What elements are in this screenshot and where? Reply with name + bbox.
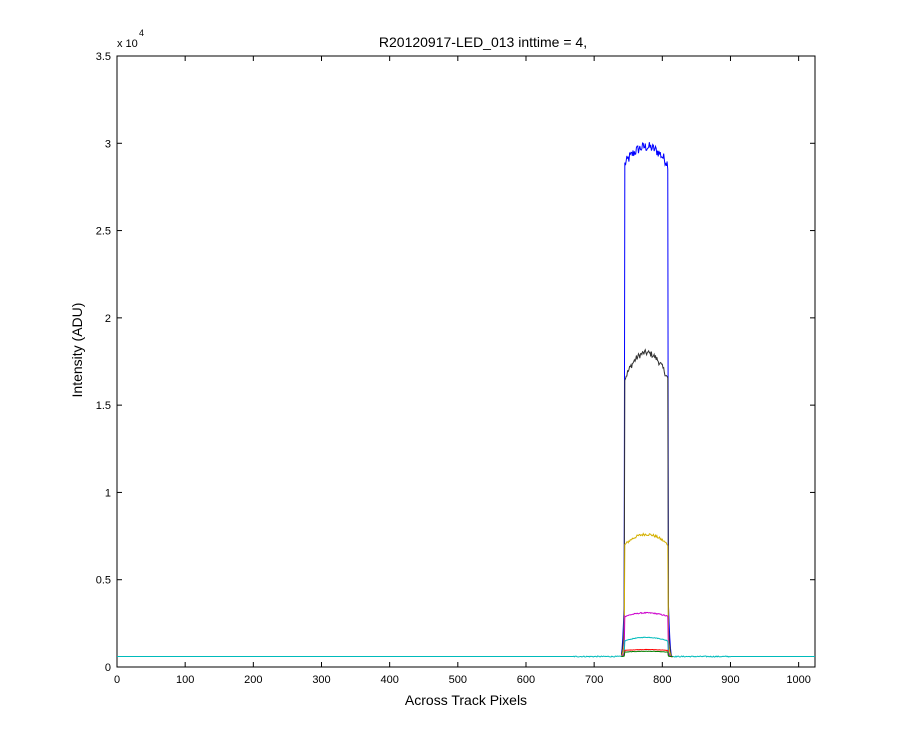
y-axis-ticks: 0 0.5 1 1.5 2 2.5 3 3.5 <box>96 51 815 674</box>
series-line-7 <box>621 650 673 658</box>
x-tick-label: 900 <box>721 674 739 686</box>
x-tick-label: 1000 <box>786 674 810 686</box>
x-axis-label: Across Track Pixels <box>405 692 527 708</box>
series-line-3 <box>620 532 673 658</box>
x-tick-label: 700 <box>585 674 603 686</box>
series-line-2 <box>620 348 673 658</box>
x-tick-label: 200 <box>244 674 262 686</box>
x-axis-ticks: 0 100 200 300 400 500 600 700 800 900 1000 <box>114 56 811 686</box>
x-tick-label: 100 <box>176 674 194 686</box>
y-axis-label: Intensity (ADU) <box>69 303 85 398</box>
series-line-6 <box>621 648 673 658</box>
x-tick-label: 0 <box>114 674 120 686</box>
x-tick-label: 300 <box>312 674 330 686</box>
y-axis-exponent-power: 4 <box>139 28 144 38</box>
x-tick-label: 800 <box>653 674 671 686</box>
series-line-5 <box>117 636 815 658</box>
series-line-4 <box>621 611 673 658</box>
x-tick-label: 400 <box>380 674 398 686</box>
y-tick-label: 3.5 <box>96 51 111 63</box>
y-tick-label: 1.5 <box>96 400 111 412</box>
x-tick-label: 500 <box>449 674 467 686</box>
y-tick-label: 0 <box>105 662 111 674</box>
plot-area <box>116 55 816 668</box>
x-tick-label: 600 <box>517 674 535 686</box>
y-tick-label: 2 <box>105 313 111 325</box>
series-layer <box>117 142 815 658</box>
y-tick-label: 3 <box>105 138 111 150</box>
y-tick-label: 0.5 <box>96 575 111 587</box>
chart-title: R20120917-LED_013 inttime = 4, <box>379 34 587 50</box>
y-tick-label: 2.5 <box>96 226 111 238</box>
y-tick-label: 1 <box>105 487 111 499</box>
series-line-1 <box>620 142 673 658</box>
y-axis-exponent-base: x 10 <box>117 38 138 50</box>
